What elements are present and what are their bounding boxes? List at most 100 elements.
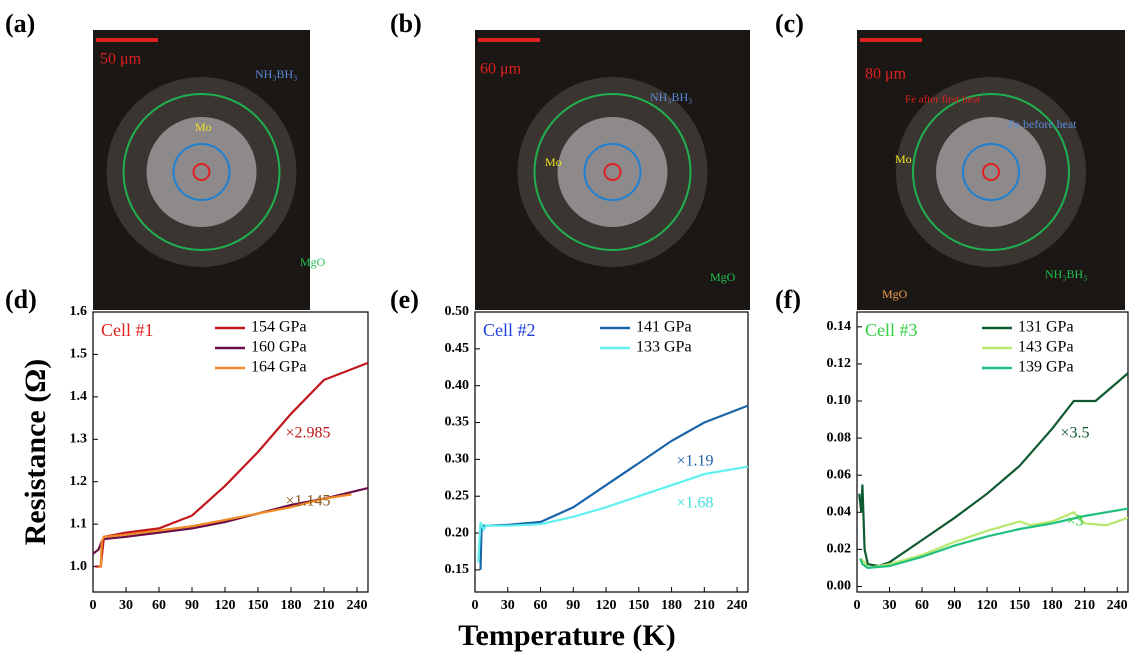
y-tick-label: 1.0 bbox=[70, 559, 88, 574]
y-tick-label: 0.35 bbox=[445, 415, 470, 430]
data-line bbox=[477, 465, 749, 563]
sample-area bbox=[557, 117, 668, 227]
data-line bbox=[858, 372, 1129, 568]
x-tick-label: 120 bbox=[596, 598, 617, 613]
sample-ring bbox=[192, 163, 211, 181]
plot-area bbox=[92, 311, 369, 593]
x-tick-label: 150 bbox=[628, 598, 649, 613]
y-tick-label: 0.30 bbox=[445, 452, 470, 467]
panel-label: (c) bbox=[775, 9, 804, 38]
y-tick-label: 0.10 bbox=[827, 393, 852, 408]
gasket-ring bbox=[122, 93, 281, 251]
y-tick-label: 0.20 bbox=[445, 525, 470, 540]
micrograph: 50 μm NH₃BH₃ Mo MgO bbox=[93, 30, 326, 310]
chart-panel-label: (f) bbox=[775, 285, 801, 314]
scale-factor: ×1.145 bbox=[285, 493, 330, 510]
y-tick-label: 1.5 bbox=[70, 347, 88, 362]
photo-annotation: NH₃BH₃ bbox=[650, 90, 692, 104]
y-tick-label: 0.04 bbox=[827, 504, 852, 519]
x-tick-label: 240 bbox=[727, 598, 748, 613]
y-tick-label: 1.1 bbox=[70, 516, 88, 531]
x-tick-label: 90 bbox=[185, 598, 199, 613]
data-line bbox=[479, 404, 749, 570]
legend-label: 154 GPa bbox=[251, 319, 307, 336]
y-tick-label: 1.6 bbox=[70, 304, 88, 319]
legend-label: 143 GPa bbox=[1018, 339, 1074, 356]
y-tick-label: 0.12 bbox=[827, 356, 852, 371]
plot-area bbox=[856, 311, 1129, 593]
x-tick-label: 30 bbox=[501, 598, 515, 613]
y-tick-label: 1.2 bbox=[70, 474, 88, 489]
x-tick-label: 180 bbox=[1042, 598, 1063, 613]
y-tick-label: 0.08 bbox=[827, 430, 852, 445]
x-tick-label: 0 bbox=[472, 598, 479, 613]
photo-annotation: Mo bbox=[895, 152, 912, 166]
sample-ring bbox=[982, 163, 1000, 181]
insulator-ring bbox=[583, 143, 642, 201]
legend-label: 139 GPa bbox=[1018, 359, 1074, 376]
scale-factor: ×3.5 bbox=[1060, 425, 1089, 442]
x-tick-label: 120 bbox=[215, 598, 236, 613]
cell-label: Cell #2 bbox=[483, 320, 536, 340]
photo-annotation: Fe after first heat bbox=[905, 94, 980, 106]
x-tick-label: 210 bbox=[694, 598, 715, 613]
data-line bbox=[95, 361, 369, 568]
cell-label: Cell #1 bbox=[101, 320, 154, 340]
y-tick-label: 0.25 bbox=[445, 488, 470, 503]
x-tick-label: 180 bbox=[281, 598, 302, 613]
photo-annotation: NH₃BH₃ bbox=[255, 67, 297, 81]
data-line bbox=[98, 493, 352, 568]
chart-panel-label: (e) bbox=[390, 285, 419, 314]
y-tick-label: 0.00 bbox=[827, 579, 852, 594]
y-tick-label: 0.02 bbox=[827, 542, 852, 557]
legend-label: 164 GPa bbox=[251, 359, 307, 376]
y-tick-label: 0.14 bbox=[827, 319, 852, 334]
x-tick-label: 30 bbox=[119, 598, 133, 613]
x-tick-label: 90 bbox=[566, 598, 580, 613]
gasket-ring bbox=[533, 93, 692, 251]
sample-area bbox=[146, 117, 257, 227]
y-tick-label: 1.3 bbox=[70, 431, 88, 446]
x-tick-label: 120 bbox=[977, 598, 998, 613]
micrograph: 60 μm NH₃BH₃ Mo MgO bbox=[475, 30, 750, 310]
x-tick-label: 90 bbox=[948, 598, 962, 613]
photo-annotation: MgO bbox=[710, 270, 736, 284]
y-axis-title: Resistance (Ω) bbox=[19, 359, 52, 545]
x-tick-label: 60 bbox=[534, 598, 548, 613]
photo-annotation: MgO bbox=[882, 287, 908, 301]
legend-label: 131 GPa bbox=[1018, 319, 1074, 336]
photo-annotation: NH₃BH₃ bbox=[1045, 267, 1087, 281]
x-tick-label: 60 bbox=[915, 598, 929, 613]
legend-label: 133 GPa bbox=[636, 339, 692, 356]
photo-annotation: 60 μm bbox=[480, 61, 522, 78]
cell-label: Cell #3 bbox=[865, 320, 918, 340]
photo-annotation: MgO bbox=[300, 255, 326, 269]
data-line bbox=[859, 507, 1129, 570]
y-tick-label: 0.45 bbox=[445, 341, 470, 356]
sample-ring bbox=[603, 163, 622, 181]
x-tick-label: 210 bbox=[1074, 598, 1095, 613]
x-tick-label: 0 bbox=[90, 598, 97, 613]
x-tick-label: 150 bbox=[248, 598, 269, 613]
legend-label: 160 GPa bbox=[251, 339, 307, 356]
x-tick-label: 240 bbox=[347, 598, 368, 613]
photo-annotation: 80 μm bbox=[865, 66, 907, 83]
x-tick-label: 0 bbox=[854, 598, 861, 613]
y-tick-label: 0.06 bbox=[827, 467, 852, 482]
insulator-ring bbox=[172, 143, 231, 201]
photo-annotation: 50 μm bbox=[100, 51, 142, 68]
scale-factor: ×1.19 bbox=[676, 453, 713, 470]
x-tick-label: 180 bbox=[661, 598, 682, 613]
x-tick-label: 240 bbox=[1107, 598, 1128, 613]
chart-panel-label: (d) bbox=[5, 285, 37, 314]
y-tick-label: 0.15 bbox=[445, 562, 470, 577]
scale-factor: ×1.68 bbox=[676, 495, 713, 512]
photo-annotation: Mo bbox=[195, 120, 212, 134]
y-tick-label: 1.4 bbox=[70, 389, 88, 404]
x-tick-label: 210 bbox=[314, 598, 335, 613]
scale-factor: ×2.985 bbox=[285, 425, 330, 442]
x-tick-label: 150 bbox=[1009, 598, 1030, 613]
photo-annotation: Fe before heat bbox=[1008, 117, 1077, 131]
y-tick-label: 0.40 bbox=[445, 378, 470, 393]
